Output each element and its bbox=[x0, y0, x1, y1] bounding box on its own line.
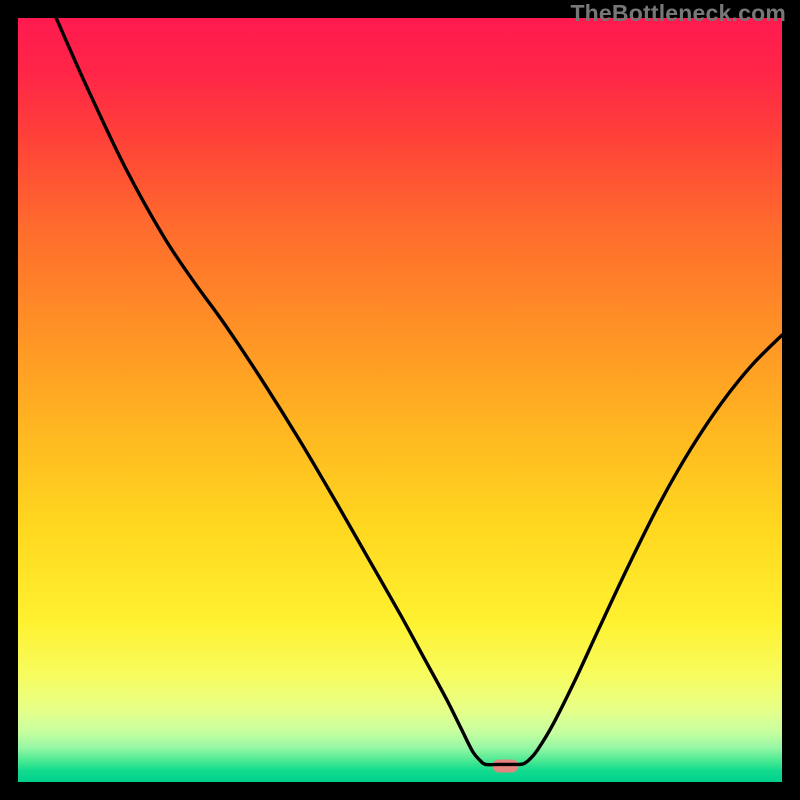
chart-frame: TheBottleneck.com bbox=[0, 0, 800, 800]
plot-svg bbox=[18, 18, 782, 782]
gradient-background bbox=[18, 18, 782, 782]
watermark-text: TheBottleneck.com bbox=[570, 0, 786, 27]
plot-area bbox=[18, 18, 782, 782]
